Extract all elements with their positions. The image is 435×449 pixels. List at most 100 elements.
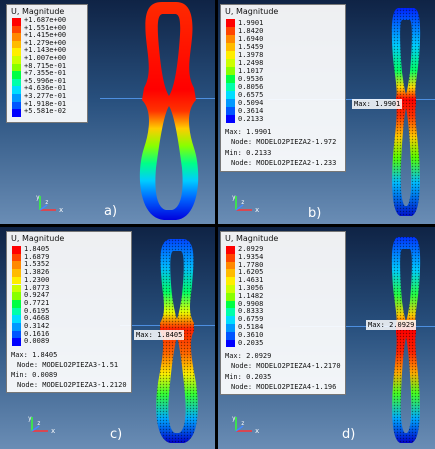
max-node-text: Node: MODELO2PIEZA2-1.972 [231, 138, 337, 146]
legend-value: +1.007e+00 [24, 54, 67, 62]
legend-swatch [12, 269, 21, 277]
legend-value: 1.5352 [24, 260, 50, 269]
legend-value: +5.581e-02 [24, 107, 67, 116]
legend-value: 1.8405 [24, 245, 50, 253]
legend-swatch [12, 323, 21, 331]
legend-value: 0.6195 [24, 306, 50, 315]
legend-swatch [226, 51, 235, 59]
deformed-clip-model [156, 239, 198, 443]
contour-legend: U, Magnitude 1.9901 1.8420 1.6940 1.5459… [220, 4, 346, 172]
legend-value: +1.918e-01 [24, 99, 67, 108]
axis-label-y: y [36, 194, 40, 201]
axis-label-x: x [59, 206, 63, 214]
legend-swatch [12, 307, 21, 316]
legend-swatch [226, 300, 235, 309]
legend-value: 1.3056 [238, 284, 264, 292]
legend-value: +1.279e+00 [24, 38, 67, 47]
legend-value: 2.0929 [238, 245, 264, 253]
legend-swatch [226, 324, 235, 332]
legend-swatch [12, 299, 21, 308]
legend-swatch [226, 19, 235, 27]
legend-value: 1.3978 [238, 51, 264, 59]
legend-value: 1.9901 [238, 19, 264, 27]
max-marker-label: Max: 1.8405 [134, 330, 185, 340]
legend-swatch [226, 339, 235, 348]
max-node-text: Node: MODELO2PIEZA4-1.2170 [231, 362, 341, 370]
legend-value: 0.6759 [238, 315, 264, 324]
legend-value: 1.6940 [238, 35, 264, 43]
legend-value: 0.3614 [238, 107, 264, 115]
axis-triad: y z x [28, 415, 55, 435]
legend-value: 1.6205 [238, 268, 264, 277]
legend-swatch [12, 94, 21, 102]
legend-value: 1.3826 [24, 268, 50, 277]
legend-swatch [226, 308, 235, 317]
legend-swatch [226, 99, 235, 107]
legend-swatch [12, 284, 21, 293]
panel-label: c) [110, 427, 123, 442]
panel-label: d) [342, 427, 356, 442]
legend-value: 1.6879 [24, 252, 50, 261]
axis-triad: y z x [36, 194, 63, 214]
legend-value: 0.2035 [238, 338, 264, 347]
legend-value: 0.9908 [238, 299, 264, 308]
legend-swatch [226, 316, 235, 324]
legend-value: 1.0773 [24, 283, 50, 292]
legend-value: 1.5459 [238, 43, 264, 51]
legend-value: 0.5094 [238, 99, 264, 107]
contour-legend: U, Magnitude 1.8405 1.6879 1.5352 1.3826… [6, 231, 132, 393]
legend-value: 1.2300 [24, 275, 50, 284]
legend-swatch [12, 109, 21, 117]
legend-title: U, Magnitude [11, 234, 65, 243]
legend-value: 0.8333 [238, 307, 264, 316]
legend-swatch [12, 330, 21, 339]
legend-swatch [226, 277, 235, 285]
axis-triad: y z x [232, 415, 259, 435]
legend-swatch [12, 253, 21, 262]
legend-value: +1.143e+00 [24, 46, 67, 55]
axis-label-y: y [28, 415, 32, 422]
panel-label: b) [308, 206, 322, 221]
legend-value: 0.9247 [24, 291, 50, 300]
legend-swatch [12, 78, 21, 87]
legend-value: 1.7780 [238, 260, 264, 269]
panel-b: U, Magnitude 1.9901 1.8420 1.6940 1.5459… [218, 0, 435, 224]
legend-value: 0.7721 [24, 298, 50, 307]
panel-label: a) [104, 204, 118, 219]
legend-swatch [226, 43, 235, 51]
min-node-text: Node: MODELO2PIEZA3-1.2120 [17, 381, 127, 389]
legend-value: 0.4668 [24, 314, 50, 323]
axis-label-z: z [45, 199, 49, 206]
panel-c: U, Magnitude 1.8405 1.6879 1.5352 1.3826… [0, 227, 215, 449]
axis-label-x: x [255, 206, 259, 214]
deformed-clip-model [139, 2, 199, 220]
max-node-text: Node: MODELO2PIEZA3-1.51 [17, 361, 119, 369]
legend-value: 0.2133 [238, 115, 264, 123]
axis-label-z: z [37, 420, 41, 427]
legend-swatch [12, 25, 21, 34]
legend-swatch [226, 246, 235, 254]
legend-value: 1.4631 [238, 276, 264, 285]
max-value-text: Max: 1.8405 [11, 351, 58, 359]
legend-title: U, Magnitude [11, 7, 65, 16]
legend-value: 0.9536 [238, 75, 264, 83]
reference-line [290, 326, 435, 327]
legend-swatch [12, 86, 21, 94]
legend-swatch [226, 331, 235, 340]
legend-swatch [226, 107, 235, 115]
axis-label-y: y [232, 194, 236, 201]
legend-value: +8.715e-01 [24, 61, 67, 70]
legend-value: +7.355e-01 [24, 69, 67, 78]
legend-swatch [12, 56, 21, 64]
legend-swatch [226, 59, 235, 67]
legend-value: 0.5184 [238, 323, 264, 331]
max-value-text: Max: 1.9901 [225, 128, 272, 136]
axis-label-y: y [232, 415, 236, 422]
legend-swatch [12, 246, 21, 254]
legend-value: 1.2498 [238, 59, 264, 67]
panel-a: U, Magnitude +1.687e+00 +1.551e+00 +1.41… [0, 0, 215, 224]
legend-swatch [12, 292, 21, 300]
legend-value: +1.415e+00 [24, 31, 67, 40]
min-value-text: Min: 0.2035 [225, 373, 272, 381]
